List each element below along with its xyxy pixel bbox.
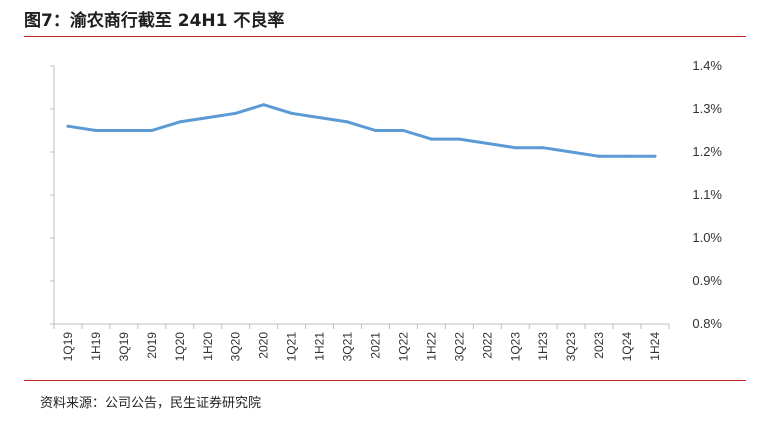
x-axis-ticks: 1Q19 1H19 3Q19 2019 1Q20 1H20 3Q20 2020 1Q21 1H21…	[61, 332, 662, 362]
x-tick-label: 1H22	[424, 332, 438, 361]
x-tick-label: 1H24	[648, 332, 662, 361]
y-tick-label: 1.0%	[692, 230, 722, 245]
title-divider	[24, 36, 746, 37]
data-point	[346, 120, 350, 124]
x-tick-label: 1H20	[201, 332, 215, 361]
x-tick-label: 2020	[257, 332, 271, 359]
data-point	[485, 141, 489, 145]
y-tick-label: 0.8%	[692, 316, 722, 331]
data-point	[569, 150, 573, 154]
line-chart: 1.4% 1.3% 1.2% 1.1% 1.0% 0.9% 0.8% 1Q19 1H19 3Q1…	[50, 58, 722, 362]
x-tick-label: 2021	[368, 332, 382, 359]
y-tick-label: 0.9%	[692, 273, 722, 288]
y-tick-label: 1.1%	[692, 187, 722, 202]
data-point	[625, 154, 629, 158]
footer-divider	[24, 380, 746, 381]
data-point	[373, 129, 377, 132]
x-tick-label: 1Q24	[620, 332, 634, 362]
x-tick-label: 3Q23	[564, 332, 578, 362]
x-tick-label: 1Q21	[285, 332, 299, 362]
data-point	[262, 103, 266, 107]
y-axis-ticks: 1.4% 1.3% 1.2% 1.1% 1.0% 0.9% 0.8%	[692, 58, 722, 331]
data-point	[429, 137, 433, 141]
x-tick-label: 2023	[592, 332, 606, 359]
x-tick-label: 3Q19	[117, 332, 131, 362]
chart-series	[66, 103, 657, 158]
data-point	[122, 129, 126, 132]
chart-axes	[50, 65, 670, 329]
x-tick-label: 3Q21	[341, 332, 355, 362]
x-tick-label: 1Q20	[173, 332, 187, 362]
x-tick-label: 3Q20	[229, 332, 243, 362]
data-point	[206, 116, 210, 120]
x-tick-label: 1Q23	[508, 332, 522, 362]
data-point	[318, 116, 322, 120]
y-tick-label: 1.4%	[692, 58, 722, 73]
data-point	[457, 137, 461, 141]
data-point	[150, 129, 154, 132]
data-point	[290, 111, 294, 115]
data-point	[653, 154, 657, 158]
data-point	[541, 146, 545, 150]
source-note: 资料来源：公司公告，民生证券研究院	[40, 396, 262, 411]
data-point	[94, 129, 98, 132]
figure-title: 图7：渝农商行截至 24H1 不良率	[24, 11, 285, 31]
data-point	[178, 120, 182, 124]
x-tick-label: 1H19	[89, 332, 103, 361]
x-tick-label: 3Q22	[452, 332, 466, 362]
x-tick-label: 1Q22	[396, 332, 410, 362]
x-tick-label: 1Q19	[61, 332, 75, 362]
y-tick-label: 1.3%	[692, 101, 722, 116]
data-point	[513, 146, 517, 150]
x-tick-label: 1H21	[313, 332, 327, 361]
data-point	[401, 129, 405, 132]
y-tick-label: 1.2%	[692, 144, 722, 159]
x-tick-label: 2019	[145, 332, 159, 359]
x-tick-label: 1H23	[536, 332, 550, 361]
data-point	[597, 154, 601, 158]
series-line	[66, 103, 657, 158]
data-point	[66, 124, 70, 128]
x-tick-label: 2022	[480, 332, 494, 359]
data-point	[234, 111, 238, 115]
